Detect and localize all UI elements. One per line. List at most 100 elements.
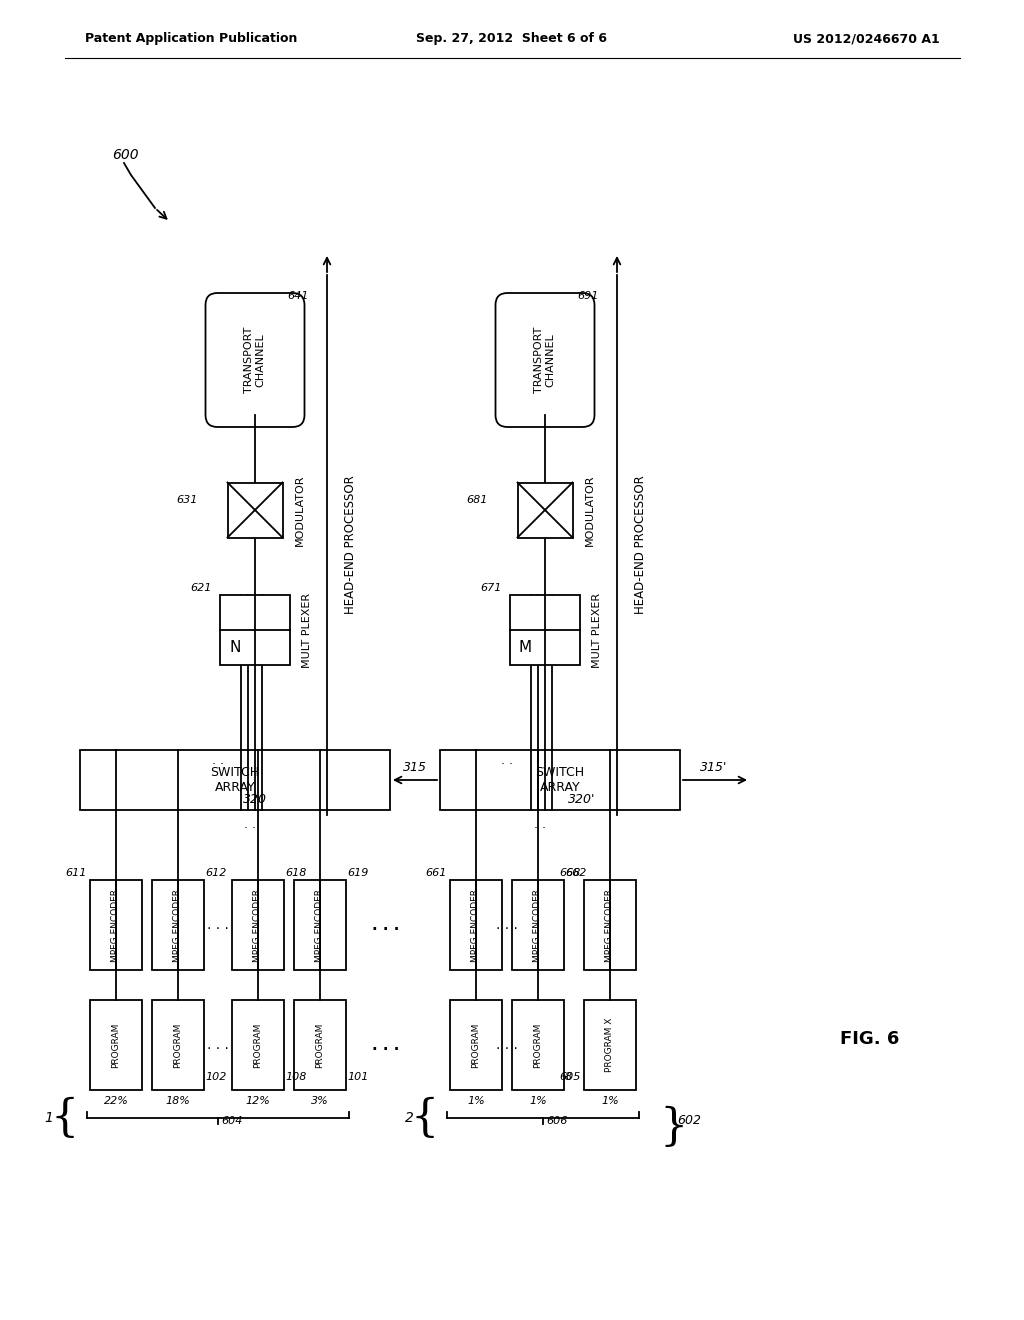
Text: 1%: 1% <box>467 1096 485 1106</box>
Text: . . .: . . . <box>207 1038 229 1052</box>
Bar <box>517 483 572 537</box>
FancyBboxPatch shape <box>496 293 595 426</box>
Text: MULT PLEXER: MULT PLEXER <box>302 593 312 668</box>
Text: {: { <box>411 1097 439 1139</box>
Text: 320: 320 <box>243 793 267 807</box>
Text: Sep. 27, 2012  Sheet 6 of 6: Sep. 27, 2012 Sheet 6 of 6 <box>417 32 607 45</box>
Bar <box>227 483 283 537</box>
Text: 605: 605 <box>560 1072 581 1082</box>
Text: MODULATOR: MODULATOR <box>295 474 304 545</box>
Text: HEAD-END PROCESSOR: HEAD-END PROCESSOR <box>343 475 356 614</box>
Text: MPEG ENCODER: MPEG ENCODER <box>534 888 543 961</box>
Bar <box>450 880 502 970</box>
Bar <box>584 1001 636 1090</box>
Text: US 2012/0246670 A1: US 2012/0246670 A1 <box>794 32 940 45</box>
Text: 22%: 22% <box>103 1096 128 1106</box>
Text: 1%: 1% <box>529 1096 547 1106</box>
Text: TRANSPORT
CHANNEL: TRANSPORT CHANNEL <box>535 327 556 393</box>
Text: 641: 641 <box>288 290 309 301</box>
Text: PROGRAM: PROGRAM <box>315 1022 325 1068</box>
FancyBboxPatch shape <box>206 293 304 426</box>
Text: MPEG ENCODER: MPEG ENCODER <box>471 888 480 961</box>
Text: 691: 691 <box>578 290 599 301</box>
Text: 108: 108 <box>285 1072 306 1082</box>
Text: SWITCH
ARRAY: SWITCH ARRAY <box>536 766 585 795</box>
Bar <box>510 595 580 665</box>
Text: SWITCH
ARRAY: SWITCH ARRAY <box>211 766 259 795</box>
Bar <box>232 880 284 970</box>
Text: 315: 315 <box>403 762 427 774</box>
Bar <box>80 750 390 810</box>
Text: . . .: . . . <box>496 917 518 932</box>
Text: 631: 631 <box>176 495 198 506</box>
Bar <box>584 880 636 970</box>
Bar <box>440 750 680 810</box>
Text: 1%: 1% <box>601 1096 618 1106</box>
Text: HEAD-END PROCESSOR: HEAD-END PROCESSOR <box>634 475 646 614</box>
Text: M: M <box>519 640 532 655</box>
Text: 101: 101 <box>347 1072 369 1082</box>
Text: . .: . . <box>244 818 256 832</box>
Text: {: { <box>51 1097 79 1139</box>
Text: Patent Application Publication: Patent Application Publication <box>85 32 297 45</box>
Text: . .: . . <box>534 818 546 832</box>
Text: 602: 602 <box>677 1114 701 1127</box>
Text: MPEG ENCODER: MPEG ENCODER <box>173 888 182 961</box>
Text: . .: . . <box>212 754 224 767</box>
Bar <box>152 880 204 970</box>
Text: 619: 619 <box>347 869 369 878</box>
Text: MODULATOR: MODULATOR <box>585 474 595 545</box>
Text: . . .: . . . <box>496 1038 518 1052</box>
Text: 611: 611 <box>66 869 87 878</box>
Text: . . .: . . . <box>207 917 229 932</box>
Text: 1: 1 <box>45 1111 53 1125</box>
Text: 662: 662 <box>565 869 587 878</box>
Text: . .: . . <box>501 754 513 767</box>
Text: 604: 604 <box>221 1115 243 1126</box>
Text: TRANSPORT
CHANNEL: TRANSPORT CHANNEL <box>244 327 266 393</box>
Text: 2: 2 <box>404 1111 414 1125</box>
Text: PROGRAM X: PROGRAM X <box>605 1018 614 1072</box>
Text: MULT PLEXER: MULT PLEXER <box>592 593 602 668</box>
Bar <box>90 880 142 970</box>
Text: 12%: 12% <box>246 1096 270 1106</box>
Text: 320': 320' <box>568 793 595 807</box>
Text: PROGRAM: PROGRAM <box>173 1022 182 1068</box>
Text: }: } <box>659 1105 687 1148</box>
Bar <box>220 595 290 665</box>
Text: . . .: . . . <box>373 917 399 932</box>
Text: 671: 671 <box>480 583 502 593</box>
Text: 668: 668 <box>560 869 581 878</box>
Text: MPEG ENCODER: MPEG ENCODER <box>315 888 325 961</box>
Text: 681: 681 <box>466 495 487 506</box>
Bar <box>512 1001 564 1090</box>
Bar <box>152 1001 204 1090</box>
Text: PROGRAM: PROGRAM <box>112 1022 121 1068</box>
Text: 3%: 3% <box>311 1096 329 1106</box>
Text: 618: 618 <box>285 869 306 878</box>
Text: 661: 661 <box>426 869 447 878</box>
Text: 621: 621 <box>190 583 211 593</box>
Text: 612: 612 <box>205 869 226 878</box>
Text: PROGRAM: PROGRAM <box>471 1022 480 1068</box>
Bar <box>90 1001 142 1090</box>
Bar <box>512 880 564 970</box>
Text: 102: 102 <box>205 1072 226 1082</box>
Bar <box>232 1001 284 1090</box>
Text: MPEG ENCODER: MPEG ENCODER <box>112 888 121 961</box>
Text: PROGRAM: PROGRAM <box>534 1022 543 1068</box>
Text: MPEG ENCODER: MPEG ENCODER <box>605 888 614 961</box>
Text: N: N <box>229 640 242 655</box>
Bar <box>450 1001 502 1090</box>
Text: 315': 315' <box>700 762 727 774</box>
Text: FIG. 6: FIG. 6 <box>840 1030 899 1048</box>
Text: 600: 600 <box>112 148 138 162</box>
Bar <box>294 1001 346 1090</box>
Text: MPEG ENCODER: MPEG ENCODER <box>254 888 262 961</box>
Bar <box>294 880 346 970</box>
Text: 8: 8 <box>565 1072 572 1082</box>
Text: 18%: 18% <box>166 1096 190 1106</box>
Text: 606: 606 <box>546 1115 567 1126</box>
Text: PROGRAM: PROGRAM <box>254 1022 262 1068</box>
Text: . . .: . . . <box>373 1038 399 1052</box>
